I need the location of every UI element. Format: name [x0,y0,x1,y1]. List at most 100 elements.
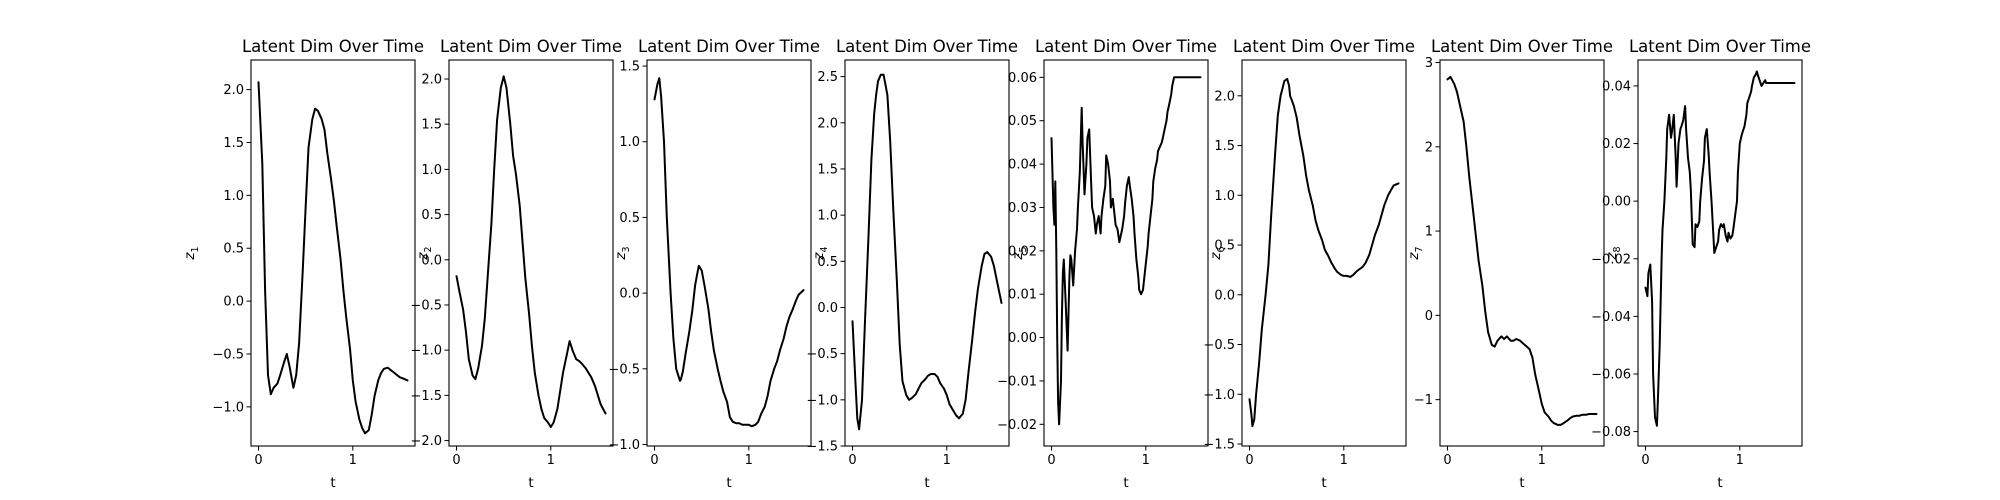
y-tick-label: 0.04 [1602,79,1631,94]
x-axis-label: t [1123,475,1128,491]
axes-frame [1637,59,1803,447]
y-tick-label: −1.0 [1203,388,1235,403]
y-tick-label: 3 [1425,56,1433,71]
x-tick-label: 0 [650,453,658,468]
x-tick-label: 0 [452,453,460,468]
subplot-title: Latent Dim Over Time [242,37,424,56]
y-axis-label-subscript: 8 [1612,246,1623,252]
x-axis-label: t [330,475,335,491]
y-tick-label: 0.04 [1008,158,1037,173]
y-tick-label: −0.06 [1591,367,1631,382]
y-tick-label: −1 [1414,393,1433,408]
y-tick-label: 0.5 [1214,239,1235,254]
axes-frame [1439,59,1605,447]
y-axis-label-base: z [1406,252,1422,261]
y-axis-label: z6 [1208,246,1227,260]
y-tick-label: 0.02 [1602,137,1631,152]
subplot-title: Latent Dim Over Time [1431,37,1613,56]
y-tick-label: 1.0 [1214,189,1235,204]
y-axis-label-subscript: 2 [423,246,434,252]
subplot-title: Latent Dim Over Time [1233,37,1415,56]
y-axis-label: z5 [1010,246,1029,260]
x-axis-label: t [1519,475,1524,491]
subplot-4: Latent Dim Over Time −1.5 −1.0 −0.5 0.0 0.5 1.… [806,37,1018,491]
subplot-title: Latent Dim Over Time [638,37,820,56]
y-axis-label-base: z [1010,252,1026,261]
y-tick-label: 0.0 [1214,288,1235,303]
y-axis-label-subscript: 6 [1216,246,1227,252]
y-axis-label: z1 [182,246,201,260]
subplot-2: Latent Dim Over Time −2.0 −1.5 −1.0 −0.5 0.0 0… [410,37,622,491]
y-tick-label: 0.0 [223,295,244,310]
y-tick-label: −0.5 [806,347,838,362]
x-axis-label: t [726,475,731,491]
x-tick-label: 0 [848,453,856,468]
y-tick-label: 1.0 [421,163,442,178]
x-tick-label: 0 [1443,453,1451,468]
subplot-5: Latent Dim Over Time −0.02 −0.01 0.00 0.01 0.… [997,37,1217,491]
series-line [257,81,409,435]
y-tick-label: 0.0 [619,287,640,302]
y-tick-label: −1.0 [212,400,244,415]
axes-frame [448,59,614,447]
series-line [455,75,607,428]
y-tick-label: 1.0 [223,189,244,204]
y-tick-label: −1.5 [806,440,838,455]
x-tick-label: 1 [1142,453,1150,468]
y-tick-label: 0.00 [1008,331,1037,346]
y-tick-label: −0.02 [1591,252,1631,267]
series-line [851,73,1003,431]
x-axis-label: t [1717,475,1722,491]
y-tick-label: 1.5 [223,136,244,151]
y-tick-label: 0.05 [1008,114,1037,129]
axes-frame [844,59,1010,447]
y-tick-label: 0.5 [619,211,640,226]
y-tick-label: 0.0 [421,253,442,268]
axes-frame [646,59,812,447]
series-line [1248,77,1400,428]
y-tick-label: 0.00 [1602,195,1631,210]
y-tick-label: −1.0 [410,344,442,359]
y-tick-label: 0.5 [421,208,442,223]
y-tick-label: −0.5 [410,298,442,313]
axes-frame [250,59,416,447]
y-axis-label: z2 [415,246,434,260]
y-tick-label: 1.0 [619,135,640,150]
y-tick-label: 0.06 [1008,71,1037,86]
y-axis-label-subscript: 3 [621,246,632,252]
y-tick-label: −0.01 [997,374,1037,389]
y-tick-label: −0.5 [1203,338,1235,353]
x-tick-label: 0 [1245,453,1253,468]
subplot-title: Latent Dim Over Time [1629,37,1811,56]
x-axis-label: t [528,475,533,491]
y-tick-label: −0.08 [1591,425,1631,440]
series-line [1050,76,1202,426]
y-tick-label: 1.5 [1214,139,1235,154]
y-tick-label: −0.5 [212,347,244,362]
y-axis-label-subscript: 5 [1018,246,1029,252]
x-tick-label: 0 [1047,453,1055,468]
y-tick-label: −1.5 [410,389,442,404]
y-tick-label: 0.5 [817,255,838,270]
y-tick-label: 1.0 [817,209,838,224]
y-tick-label: 1.5 [817,162,838,177]
y-tick-label: 1.5 [619,60,640,75]
y-tick-label: 2 [1425,140,1433,155]
y-tick-label: 1 [1425,225,1433,240]
y-axis-label: z4 [811,246,830,260]
y-tick-label: −2.0 [410,434,442,449]
y-tick-label: 2.0 [1214,89,1235,104]
x-axis-label: t [924,475,929,491]
y-axis-label-subscript: 1 [190,246,201,252]
y-tick-label: −0.02 [997,418,1037,433]
y-axis-label: z3 [613,246,632,260]
y-tick-label: 2.0 [817,116,838,131]
y-axis-label: z8 [1604,246,1623,260]
x-tick-label: 0 [254,453,262,468]
y-axis-label-base: z [811,252,827,261]
y-tick-label: −0.5 [608,362,640,377]
x-tick-label: 1 [1340,453,1348,468]
y-tick-label: 2.0 [223,83,244,98]
y-axis-label-base: z [1604,252,1620,261]
y-axis-label-base: z [1208,252,1224,261]
